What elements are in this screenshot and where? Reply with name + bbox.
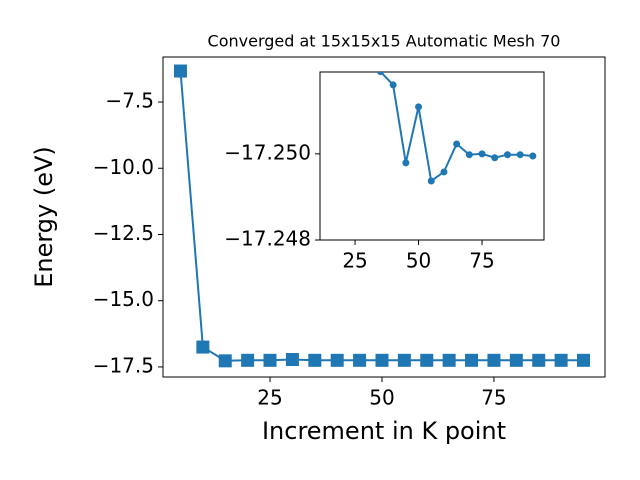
- data-point: [402, 159, 410, 167]
- y-axis-label: Energy (eV): [30, 146, 58, 288]
- data-point: [330, 353, 344, 367]
- x-tick-label: 75: [481, 386, 506, 410]
- data-point: [465, 151, 473, 159]
- x-tick-label: 50: [369, 386, 394, 410]
- data-point: [503, 151, 511, 159]
- y-tick-label: −17.250: [224, 140, 311, 164]
- x-tick-label: 25: [257, 386, 282, 410]
- data-point: [554, 353, 568, 367]
- data-point: [440, 168, 448, 176]
- data-point: [509, 353, 523, 367]
- plot-area: [173, 64, 591, 368]
- data-point: [389, 81, 397, 89]
- y-tick-label: −17.248: [224, 227, 311, 251]
- data-point: [532, 353, 546, 367]
- y-tick-label: −12.5: [93, 221, 154, 245]
- data-point: [442, 353, 456, 367]
- y-tick-label: −10.0: [93, 155, 154, 179]
- data-point: [491, 154, 499, 162]
- data-point: [353, 353, 367, 367]
- data-point: [218, 354, 232, 368]
- data-point: [397, 353, 411, 367]
- data-point: [420, 353, 434, 367]
- data-point: [196, 340, 210, 354]
- data-point: [375, 353, 389, 367]
- data-point: [427, 177, 435, 185]
- x-axis-label: Increment in K point: [262, 417, 506, 445]
- x-tick-label: 50: [406, 249, 431, 273]
- data-point: [241, 353, 255, 367]
- x-tick-label: 75: [469, 249, 494, 273]
- data-point: [577, 353, 591, 367]
- data-point: [285, 353, 299, 367]
- y-tick-label: −17.5: [93, 353, 154, 377]
- data-point: [478, 150, 486, 158]
- x-tick-label: 25: [342, 249, 367, 273]
- data-point: [376, 72, 384, 76]
- data-point: [453, 140, 461, 148]
- data-point: [529, 152, 537, 160]
- y-tick-label: −15.0: [93, 287, 154, 311]
- y-tick-label: −7.5: [105, 89, 154, 113]
- chart-title: Converged at 15x15x15 Automatic Mesh 70: [208, 32, 561, 51]
- data-point: [415, 103, 423, 111]
- data-point: [263, 353, 277, 367]
- data-point: [173, 64, 187, 78]
- data-point: [308, 353, 322, 367]
- plot-area: [376, 72, 537, 185]
- data-point: [487, 353, 501, 367]
- data-point: [516, 151, 524, 159]
- data-point: [465, 353, 479, 367]
